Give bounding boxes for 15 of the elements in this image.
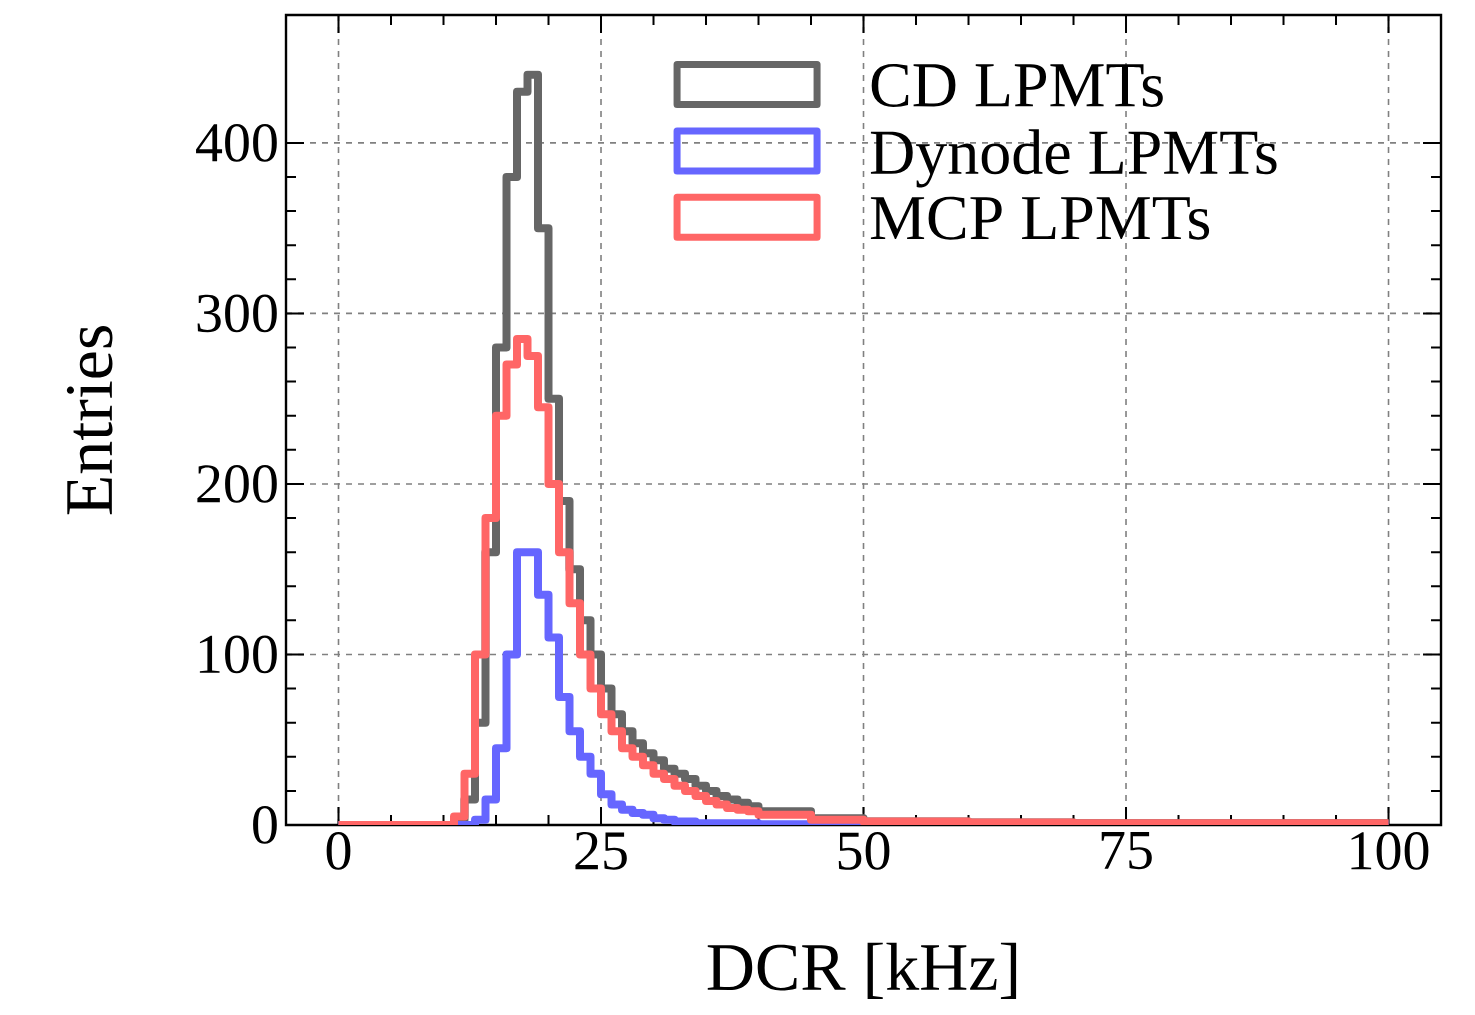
legend-label: Dynode LPMTs: [870, 129, 1277, 188]
y-axis-title: Entries: [66, 326, 113, 515]
x-axis-title: DCR [kHz]: [707, 942, 1017, 999]
y-tick-label: 0: [253, 806, 277, 844]
x-tick-label: 25: [575, 832, 627, 870]
y-tick-label: 300: [197, 294, 277, 333]
x-tick-label: 50: [838, 832, 890, 870]
legend-label: MCP LPMTs: [870, 196, 1210, 240]
x-tick-label: 100: [1351, 832, 1429, 870]
y-tick-label: 200: [197, 465, 277, 503]
y-tick-label: 100: [199, 635, 277, 674]
y-tick-label: 400: [196, 123, 277, 162]
x-tick-label: 75: [1101, 832, 1152, 870]
legend-label: CD LPMTs: [871, 63, 1163, 107]
x-tick-label: 0: [326, 832, 351, 870]
